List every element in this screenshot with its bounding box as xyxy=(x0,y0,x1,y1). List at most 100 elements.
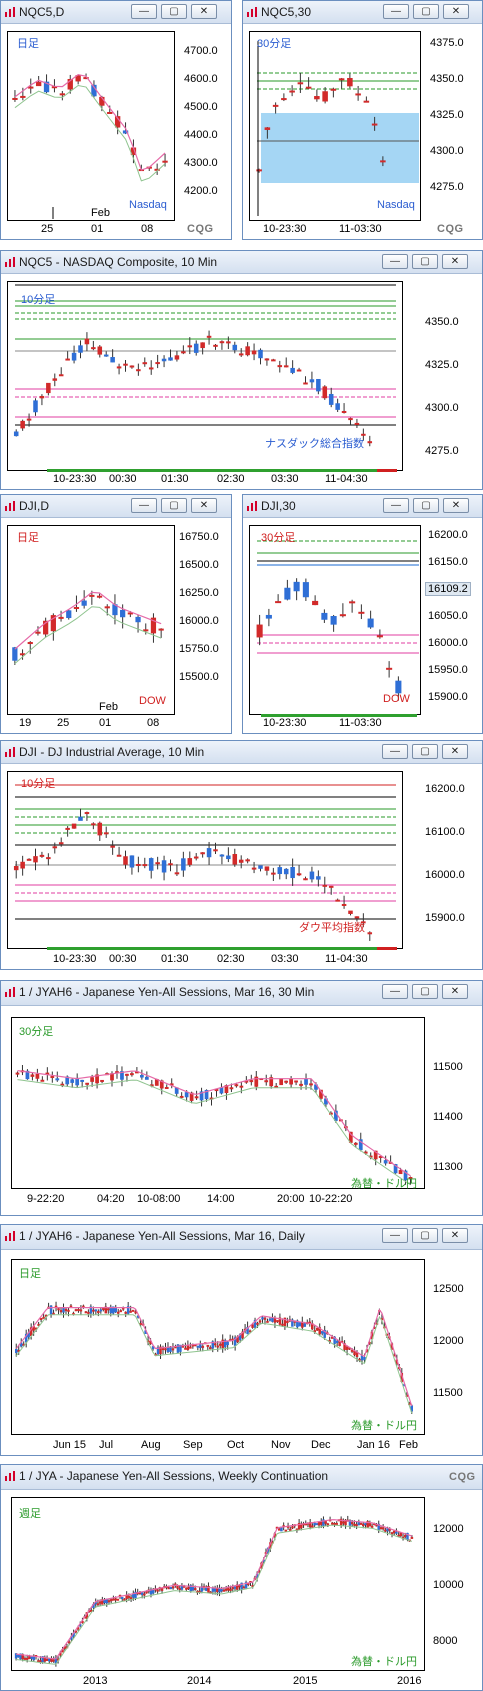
candle-body xyxy=(176,1344,180,1353)
y-tick: 4600.0 xyxy=(184,73,218,85)
chart-window-dji-30min[interactable]: DJI,30 — ▢ ✕ 30分足 DOW 16200.0 16150.0 16… xyxy=(242,494,483,734)
title-bar[interactable]: NQC5,30 — ▢ ✕ xyxy=(243,1,482,24)
candle-body xyxy=(226,855,231,860)
y-tick: 4325.0 xyxy=(430,109,464,121)
candle-body xyxy=(74,1309,78,1312)
maximize-button[interactable]: ▢ xyxy=(161,4,187,19)
chart-window-nqc5-10min[interactable]: NQC5 - NASDAQ Composite, 10 Min — ▢ ✕ 10… xyxy=(0,250,483,490)
minimize-button[interactable]: — xyxy=(131,4,157,19)
candle-body xyxy=(272,104,279,107)
candle-body xyxy=(238,1585,241,1588)
candle-body xyxy=(142,362,148,365)
candle-body xyxy=(13,866,19,871)
candlestick-chart xyxy=(14,1515,414,1667)
candle-body xyxy=(249,1080,254,1083)
y-tick: 4375.0 xyxy=(430,37,464,49)
minimize-button[interactable]: — xyxy=(382,1228,408,1243)
candle-body xyxy=(39,1660,42,1663)
title-bar[interactable]: 1 / JYA - Japanese Yen-All Sessions, Wee… xyxy=(1,1465,482,1490)
chart-window-dji-daily[interactable]: DJI,D — ▢ ✕ 日足 DOW 16750.0 16500.0 16250… xyxy=(0,494,232,734)
x-tick: 11-03:30 xyxy=(339,717,382,729)
close-button[interactable]: ✕ xyxy=(191,4,217,19)
y-tick: 16500.0 xyxy=(179,559,219,571)
title-bar[interactable]: DJI,D — ▢ ✕ xyxy=(1,495,231,518)
title-bar[interactable]: 1 / JYAH6 - Japanese Yen-All Sessions, M… xyxy=(1,1225,482,1250)
minimize-button[interactable]: — xyxy=(382,984,408,999)
candle-body xyxy=(161,860,167,873)
candle-body xyxy=(245,346,250,356)
close-button[interactable]: ✕ xyxy=(442,744,468,759)
candle-body xyxy=(66,610,72,619)
chart-window-jya-weekly[interactable]: 1 / JYA - Japanese Yen-All Sessions, Wee… xyxy=(0,1464,483,1691)
candle-body xyxy=(354,916,360,919)
candle-body xyxy=(201,1345,205,1348)
chart-window-nqc5-daily[interactable]: NQC5,D — ▢ ✕ 日足 Nasdaq 4700.0 4600.0 450… xyxy=(0,0,232,240)
close-button[interactable]: ✕ xyxy=(443,4,469,19)
close-button[interactable]: ✕ xyxy=(442,984,468,999)
title-bar[interactable]: NQC5 - NASDAQ Composite, 10 Min — ▢ ✕ xyxy=(1,251,482,274)
y-tick: 15900.0 xyxy=(425,912,465,924)
candle-body xyxy=(194,1096,199,1099)
candle-body xyxy=(315,1523,319,1526)
candle-body xyxy=(370,1525,374,1528)
maximize-button[interactable]: ▢ xyxy=(161,498,187,513)
session-bar xyxy=(47,947,377,950)
candle-body xyxy=(395,680,402,694)
maximize-button[interactable]: ▢ xyxy=(412,1228,438,1243)
close-button[interactable]: ✕ xyxy=(443,498,469,513)
y-tick: 4300.0 xyxy=(425,402,459,414)
x-tick: 19 xyxy=(19,717,32,729)
title-bar[interactable]: NQC5,D — ▢ ✕ xyxy=(1,1,231,24)
window-title: NQC5,D xyxy=(19,5,65,19)
candle-body xyxy=(78,816,83,821)
maximize-button[interactable]: ▢ xyxy=(412,744,438,759)
last-price-badge: 16109.2 xyxy=(425,582,471,596)
minimize-button[interactable]: — xyxy=(383,498,409,513)
candle-body xyxy=(219,854,225,857)
title-bar[interactable]: 1 / JYAH6 - Japanese Yen-All Sessions, M… xyxy=(1,981,482,1006)
x-tick: 01:30 xyxy=(161,473,189,485)
candle-body xyxy=(271,872,276,875)
candle-body xyxy=(304,1078,308,1085)
x-tick: 9-22:20 xyxy=(27,1193,65,1205)
x-tick: 25 xyxy=(57,717,70,729)
minimize-button[interactable]: — xyxy=(383,4,409,19)
close-button[interactable]: ✕ xyxy=(442,1228,468,1243)
candle-body xyxy=(129,855,135,868)
title-bar[interactable]: DJI,30 — ▢ ✕ xyxy=(243,495,482,518)
maximize-button[interactable]: ▢ xyxy=(413,498,439,513)
plot-area[interactable] xyxy=(7,525,175,715)
chart-window-dji-10min[interactable]: DJI - DJ Industrial Average, 10 Min — ▢ … xyxy=(0,740,483,970)
title-bar[interactable]: DJI - DJ Industrial Average, 10 Min — ▢ … xyxy=(1,741,482,764)
candle-body xyxy=(368,1522,372,1527)
candle-body xyxy=(319,1521,323,1525)
minimize-button[interactable]: — xyxy=(382,254,408,269)
maximize-button[interactable]: ▢ xyxy=(413,4,439,19)
candle-body xyxy=(123,1598,126,1601)
minimize-button[interactable]: — xyxy=(382,744,408,759)
candle-body xyxy=(335,1522,338,1525)
candle-body xyxy=(320,1331,324,1334)
close-button[interactable]: ✕ xyxy=(191,498,217,513)
maximize-button[interactable]: ▢ xyxy=(412,984,438,999)
chart-window-jyah6-daily[interactable]: 1 / JYAH6 - Japanese Yen-All Sessions, M… xyxy=(0,1224,483,1456)
x-tick: 10-23:30 xyxy=(263,717,307,729)
minimize-button[interactable]: — xyxy=(131,498,157,513)
x-tick: 03:30 xyxy=(271,953,299,965)
session-bar xyxy=(377,947,397,950)
close-button[interactable]: ✕ xyxy=(442,254,468,269)
candle-body xyxy=(395,1531,398,1534)
plot-area[interactable] xyxy=(7,31,175,221)
candle-body xyxy=(167,1587,170,1590)
chart-window-nqc5-30min[interactable]: NQC5,30 — ▢ ✕ 30分足 Nasdaq 4375.0 4350.0 … xyxy=(242,0,483,240)
chart-window-jyah6-30min[interactable]: 1 / JYAH6 - Japanese Yen-All Sessions, M… xyxy=(0,980,483,1216)
candlestick-chart xyxy=(256,41,419,216)
candle-body xyxy=(184,1347,187,1350)
chart-window-icon xyxy=(5,7,15,17)
maximize-button[interactable]: ▢ xyxy=(412,254,438,269)
candle-body xyxy=(315,1327,319,1331)
window-title: DJI,30 xyxy=(261,499,296,513)
plot-area[interactable] xyxy=(11,1017,425,1189)
candle-body xyxy=(136,863,141,866)
candle-body xyxy=(361,921,366,924)
